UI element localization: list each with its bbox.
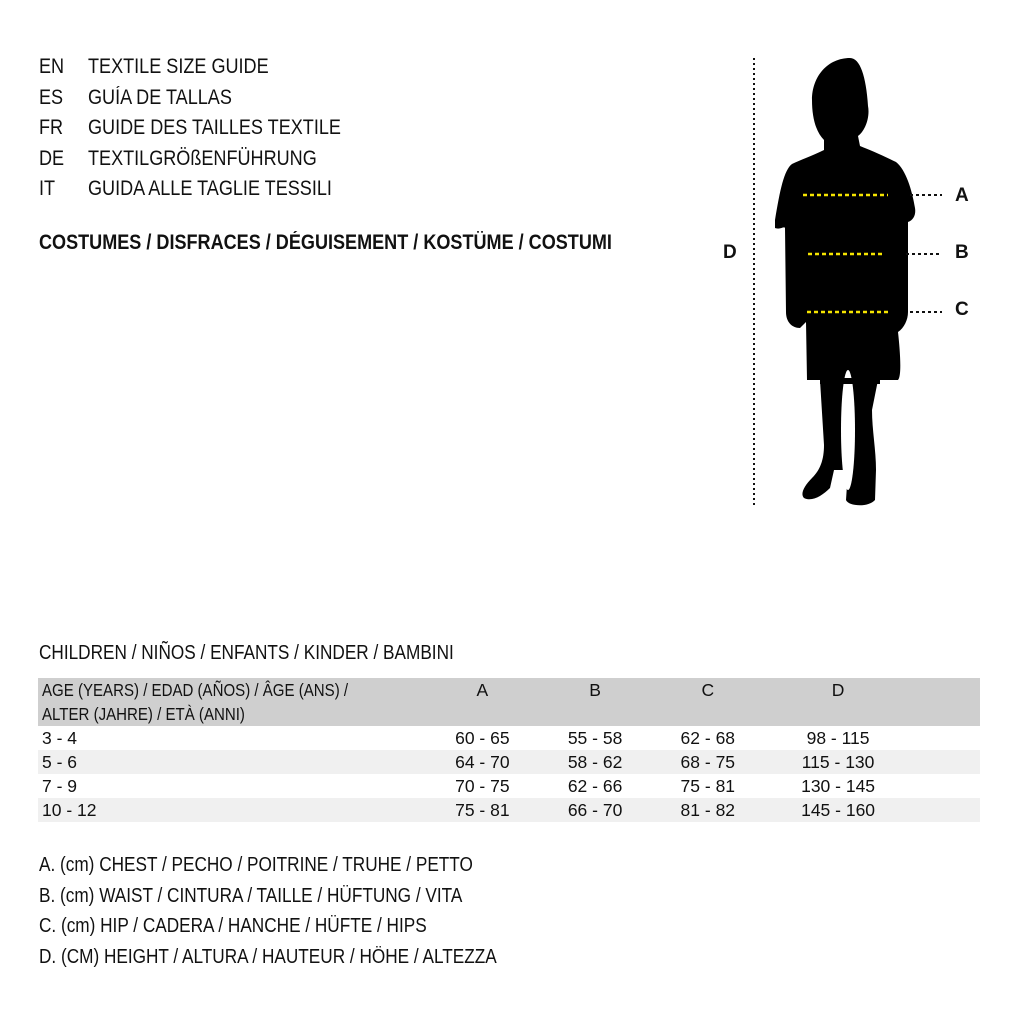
cell xyxy=(912,750,980,774)
header-line: AGE (YEARS) / EDAD (AÑOS) / ÂGE (ANS) / xyxy=(42,680,349,700)
cell: 115 - 130 xyxy=(764,750,912,774)
label-c: C xyxy=(955,299,969,320)
cell: 70 - 75 xyxy=(455,776,510,796)
table-row: 3 - 4 60 - 65 55 - 58 62 - 68 98 - 115 xyxy=(38,726,980,750)
cell: 75 - 81 xyxy=(680,776,736,796)
cell: 58 - 62 xyxy=(538,750,652,774)
cell xyxy=(912,726,980,750)
table-row: 5 - 6 64 - 70 58 - 62 68 - 75 115 - 130 xyxy=(38,750,980,774)
title-text: GUIDA ALLE TAGLIE TESSILI xyxy=(88,177,332,200)
cell: 60 - 65 xyxy=(455,728,510,748)
cell: 62 - 66 xyxy=(567,776,623,796)
cell: 3 - 4 xyxy=(42,728,78,748)
cell: 64 - 70 xyxy=(426,750,539,774)
category-text: COSTUMES / DISFRACES / DÉGUISEMENT / KOS… xyxy=(39,231,612,254)
label-b: B xyxy=(955,242,969,263)
legend-item: B. (cm) WAIST / CINTURA / TAILLE / HÜFTU… xyxy=(39,881,639,912)
title-text: GUIDE DES TAILLES TEXTILE xyxy=(88,116,341,139)
size-table: AGE (YEARS) / EDAD (AÑOS) / ÂGE (ANS) / A… xyxy=(38,678,980,822)
cell xyxy=(912,798,980,822)
header-line: ALTER (JAHRE) / ETÀ (ANNI) xyxy=(42,704,245,724)
cell: 130 - 145 xyxy=(801,776,876,796)
column-header: C xyxy=(651,678,765,726)
legend-text: C. (cm) HIP / CADERA / HANCHE / HÜFTE / … xyxy=(39,915,427,937)
label-a: A xyxy=(955,185,969,206)
legend-item: D. (CM) HEIGHT / ALTURA / HAUTEUR / HÖHE… xyxy=(39,942,639,973)
cell: 81 - 82 xyxy=(651,798,765,822)
column-header: B xyxy=(538,678,652,726)
cell: 10 - 12 xyxy=(38,798,426,822)
lang-code: IT xyxy=(39,177,56,200)
column-header: D xyxy=(764,678,912,726)
group-text: CHILDREN / NIÑOS / ENFANTS / KINDER / BA… xyxy=(39,642,454,664)
measurement-legend: A. (cm) CHEST / PECHO / POITRINE / TRUHE… xyxy=(39,850,639,972)
column-header: A xyxy=(426,678,539,726)
title-text: GUÍA DE TALLAS xyxy=(88,85,232,109)
legend-item: C. (cm) HIP / CADERA / HANCHE / HÜFTE / … xyxy=(39,911,639,942)
age-header: AGE (YEARS) / EDAD (AÑOS) / ÂGE (ANS) / A… xyxy=(38,678,426,726)
cell: 68 - 75 xyxy=(651,750,765,774)
cell: 7 - 9 xyxy=(42,776,78,796)
title-text: TEXTILE SIZE GUIDE xyxy=(88,55,269,78)
cell: 5 - 6 xyxy=(38,750,426,774)
cell: 98 - 115 xyxy=(806,728,870,748)
lang-code: ES xyxy=(39,85,64,109)
child-silhouette-diagram xyxy=(753,58,942,506)
title-text: TEXTILGRÖßENFÜHRUNG xyxy=(88,146,317,170)
table-row: 7 - 9 70 - 75 62 - 66 75 - 81 130 - 145 xyxy=(38,774,980,798)
cell: 55 - 58 xyxy=(567,728,623,748)
child-silhouette xyxy=(775,58,916,506)
cell xyxy=(912,774,980,798)
table-header: AGE (YEARS) / EDAD (AÑOS) / ÂGE (ANS) / A… xyxy=(38,678,980,726)
legend-text: D. (CM) HEIGHT / ALTURA / HAUTEUR / HÖHE… xyxy=(39,945,497,968)
label-d: D xyxy=(723,242,737,263)
header-spacer xyxy=(912,678,980,726)
lang-code: EN xyxy=(39,55,65,78)
legend-text: A. (cm) CHEST / PECHO / POITRINE / TRUHE… xyxy=(39,854,473,876)
title-it: IT GUIDA ALLE TAGLIE TESSILI xyxy=(39,174,439,204)
legend-item: A. (cm) CHEST / PECHO / POITRINE / TRUHE… xyxy=(39,850,639,881)
shorts-hem xyxy=(820,378,880,384)
legend-text: B. (cm) WAIST / CINTURA / TAILLE / HÜFTU… xyxy=(39,884,463,907)
title-de: DE TEXTILGRÖßENFÜHRUNG xyxy=(39,144,439,174)
group-heading: CHILDREN / NIÑOS / ENFANTS / KINDER / BA… xyxy=(39,642,521,665)
lang-code: FR xyxy=(39,116,64,139)
title-es: ES GUÍA DE TALLAS xyxy=(39,83,439,113)
title-en: EN TEXTILE SIZE GUIDE xyxy=(39,52,439,82)
cell: 66 - 70 xyxy=(538,798,652,822)
cell: 62 - 68 xyxy=(680,728,736,748)
lang-code: DE xyxy=(39,146,65,170)
cell: 75 - 81 xyxy=(426,798,539,822)
cell: 145 - 160 xyxy=(764,798,912,822)
title-fr: FR GUIDE DES TAILLES TEXTILE xyxy=(39,113,439,143)
table-row: 10 - 12 75 - 81 66 - 70 81 - 82 145 - 160 xyxy=(38,798,980,822)
category-heading: COSTUMES / DISFRACES / DÉGUISEMENT / KOS… xyxy=(39,231,705,255)
leg-gap xyxy=(841,370,855,490)
title-list: EN TEXTILE SIZE GUIDE ES GUÍA DE TALLAS FR… xyxy=(39,52,439,207)
